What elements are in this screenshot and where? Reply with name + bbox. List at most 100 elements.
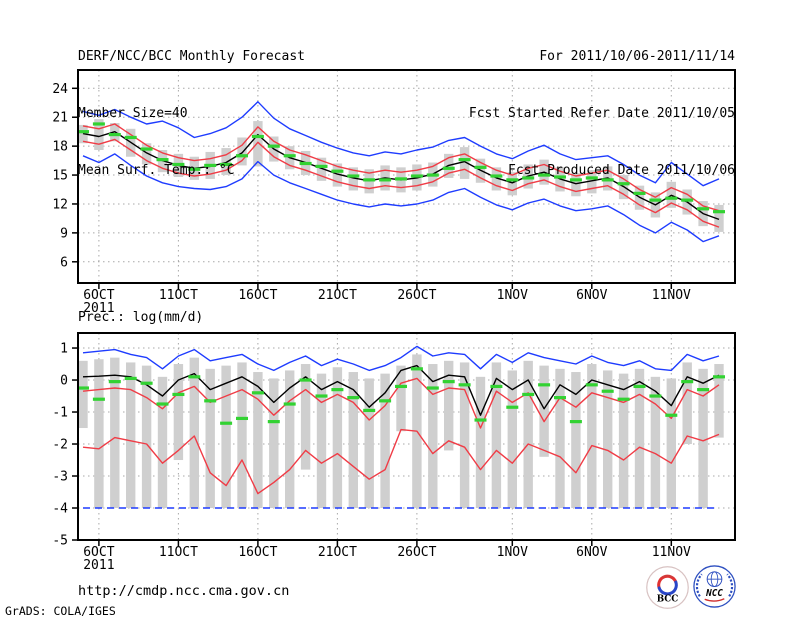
member-spread-bar	[94, 359, 104, 509]
observation-tick	[347, 174, 360, 178]
observation-tick	[331, 169, 344, 173]
observation-tick	[283, 154, 296, 158]
x-tick-label: 6NOV	[576, 545, 607, 560]
observation-tick	[347, 396, 360, 400]
observation-tick	[299, 161, 312, 166]
bcc-logo-text: BCC	[657, 595, 679, 605]
bcc-logo: BCC	[646, 566, 689, 609]
red-upper-line	[82, 377, 720, 429]
y-tick-label: -4	[52, 502, 68, 517]
plot-border	[77, 332, 736, 541]
x-tick-label: 26OCT	[397, 288, 436, 303]
observation-tick	[601, 389, 614, 393]
y-tick-label: 18	[52, 140, 68, 155]
x-tick-label: 21OCT	[318, 545, 357, 560]
observation-tick	[156, 158, 169, 162]
observation-tick	[665, 413, 678, 417]
produced-date-label: Fcst Produced Date 2011/10/06	[508, 163, 735, 178]
observation-tick	[92, 122, 105, 126]
member-spread-bar	[348, 167, 358, 191]
observation-tick	[267, 420, 280, 424]
observation-tick	[506, 405, 519, 409]
observation-tick	[522, 176, 535, 180]
observation-tick	[315, 164, 328, 168]
observation-tick	[490, 384, 503, 389]
observation-tick	[617, 182, 630, 186]
observation-tick	[77, 130, 89, 134]
observation-tick	[426, 386, 439, 390]
member-spread-bar	[650, 376, 661, 509]
x-tick-label: 11NOV	[652, 288, 691, 303]
observation-tick	[713, 375, 725, 379]
x-tick-label: 6NOV	[576, 288, 607, 303]
ncc-logo-red-swoosh	[704, 598, 725, 602]
ensemble-min-line	[82, 153, 720, 243]
observation-tick	[299, 378, 312, 382]
observation-tick	[458, 383, 471, 387]
observation-tick	[442, 380, 455, 384]
member-size-label: Member Size=40	[78, 106, 188, 121]
observation-tick	[713, 210, 725, 214]
temp-chart-title: Mean Surf. Temp.: °C	[78, 163, 235, 178]
observation-tick	[554, 175, 566, 179]
member-spread-bar	[666, 378, 676, 509]
member-spread-bar	[491, 167, 502, 191]
observation-tick	[283, 402, 296, 406]
y-tick-label: -3	[52, 470, 68, 485]
prec-chart-title: Prec.: log(mm/d)	[78, 310, 204, 325]
x-tick-label: 11OCT	[159, 288, 198, 303]
member-spread-bar	[714, 364, 724, 438]
ncc-logo: NCC	[693, 565, 736, 608]
mean-plus-std-line	[82, 123, 720, 212]
y-tick-label: -2	[52, 438, 68, 453]
x-tick-label: 11OCT	[159, 545, 198, 560]
observation-tick	[458, 158, 471, 162]
plot-border	[77, 69, 736, 284]
member-spread-bar	[507, 172, 517, 196]
member-spread-bar	[587, 170, 597, 194]
refer-date-label: Fcst Started Refer Date 2011/10/05	[468, 106, 735, 121]
member-spread-bar	[237, 137, 247, 166]
x-tick-label: 1NOV	[497, 545, 528, 560]
member-spread-bar	[571, 173, 581, 197]
y-tick-label: -5	[52, 534, 68, 549]
observation-tick	[172, 162, 185, 167]
observation-tick	[92, 397, 105, 401]
observation-tick	[108, 380, 121, 384]
member-spread-bar	[300, 364, 311, 470]
member-spread-bar	[237, 362, 247, 509]
observation-tick	[220, 162, 233, 167]
ncc-logo-wreath-left	[695, 573, 703, 597]
page-title: DERF/NCC/BCC Monthly Forecast	[78, 49, 305, 64]
member-spread-bar	[141, 365, 152, 509]
observation-tick	[379, 178, 392, 182]
member-spread-bar	[523, 360, 533, 509]
member-spread-bar	[221, 148, 231, 176]
member-spread-bar	[444, 360, 454, 451]
observation-tick	[697, 207, 710, 211]
member-spread-bar	[698, 368, 708, 509]
x-tick-label: 6OCT	[83, 288, 114, 303]
header-left: DERF/NCC/BCC Monthly Forecast Member Siz…	[78, 9, 305, 218]
observation-tick	[140, 147, 153, 151]
observation-tick	[585, 383, 598, 387]
observation-tick	[315, 394, 328, 398]
member-spread-bar	[539, 365, 549, 457]
member-spread-bar	[555, 368, 565, 509]
y-tick-label: -1	[52, 406, 68, 421]
observation-tick	[267, 144, 280, 148]
x-tick-label: 16OCT	[238, 545, 277, 560]
y-tick-label: 21	[52, 111, 68, 126]
bcc-logo-top-arc	[661, 575, 674, 578]
member-spread-bar	[603, 370, 613, 509]
ncc-logo-text: NCC	[705, 588, 723, 599]
member-spread-bar	[189, 357, 199, 509]
member-spread-bar	[348, 372, 358, 509]
observation-tick	[506, 178, 519, 182]
member-spread-bar	[491, 362, 502, 509]
observation-tick	[363, 408, 376, 413]
member-spread-bar	[571, 372, 581, 509]
observation-tick	[220, 421, 233, 425]
